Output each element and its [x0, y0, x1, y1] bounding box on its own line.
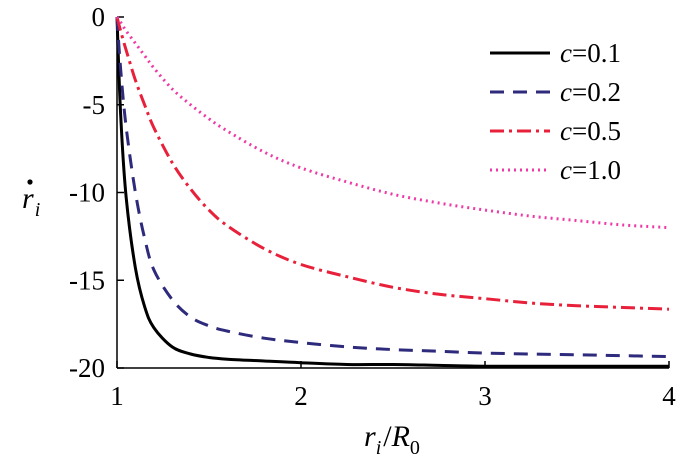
- x-axis-title-var: r: [364, 420, 376, 453]
- x-tick-label: 3: [478, 381, 492, 411]
- legend-label-value: =0.1: [572, 38, 621, 68]
- x-axis-title-sub: i: [376, 437, 382, 459]
- legend-label-var: c: [560, 116, 572, 146]
- legend-label-value: =0.5: [572, 116, 621, 146]
- y-axis-title-sub: i: [35, 199, 41, 221]
- y-tick-label: -5: [83, 90, 106, 120]
- ticks: 1 2 3 4 0 -5 -10 -15 -20: [69, 2, 676, 411]
- x-axis-title-var2: R: [391, 420, 410, 453]
- y-tick-label: -15: [69, 265, 105, 295]
- legend-label-var: c: [560, 38, 572, 68]
- y-tick-label: -20: [69, 353, 105, 383]
- legend-label-1: c=0.2: [560, 77, 621, 107]
- x-tick-label: 1: [110, 381, 124, 411]
- legend-label-3: c=1.0: [560, 155, 621, 185]
- legend-label-var: c: [560, 77, 572, 107]
- x-tick-label: 4: [662, 381, 676, 411]
- y-tick-label: 0: [92, 2, 106, 32]
- svg-text:ri: ri: [22, 182, 40, 221]
- y-axis-title-var: r: [22, 182, 34, 215]
- series-line-0: [115, 16, 669, 368]
- y-axis-title-dot: [27, 179, 33, 185]
- x-tick-label: 2: [294, 381, 308, 411]
- y-axis-title: ri: [22, 179, 40, 221]
- y-tick-label: -10: [69, 178, 105, 208]
- series-line-3: [115, 16, 670, 230]
- series-line-1: [115, 16, 670, 359]
- x-axis-title: ri/R0: [364, 420, 420, 459]
- svg-text:ri/R0: ri/R0: [364, 420, 420, 459]
- x-axis-title-sep: /: [383, 420, 392, 453]
- axes: [116, 17, 669, 369]
- legend: c=0.1c=0.2c=0.5c=1.0: [490, 38, 621, 185]
- legend-label-value: =0.2: [572, 77, 621, 107]
- series-lines: [115, 16, 670, 368]
- x-axis-title-sub2: 0: [410, 437, 420, 459]
- legend-label-var: c: [560, 155, 572, 185]
- legend-label-value: =1.0: [572, 155, 621, 185]
- legend-label-2: c=0.5: [560, 116, 621, 146]
- legend-label-0: c=0.1: [560, 38, 621, 68]
